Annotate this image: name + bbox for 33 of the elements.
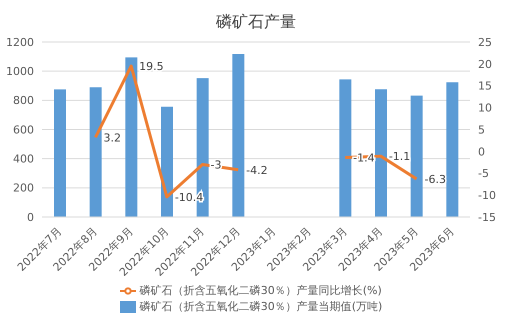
bar	[446, 82, 458, 217]
y-tick-label: 400	[13, 152, 34, 166]
bar	[54, 89, 66, 217]
y2-tick-label: 25	[478, 36, 492, 49]
y-tick-label: 1200	[6, 36, 34, 49]
y-tick-label: 200	[13, 182, 34, 195]
data-label: -1.1	[388, 150, 410, 164]
data-label: -4.2	[246, 164, 268, 177]
y2-tick-label: -10	[478, 189, 496, 202]
data-label: 3.2	[104, 131, 121, 144]
y2-tick-label: 15	[478, 80, 492, 93]
bar	[232, 54, 244, 217]
y2-tick-label: 10	[478, 102, 492, 115]
data-label: -6.3	[424, 172, 446, 186]
y2-tick-label: 5	[478, 123, 485, 136]
bar	[339, 79, 352, 217]
y-tick-label: 600	[13, 123, 34, 136]
y2-tick-label: 0	[478, 145, 485, 158]
y-tick-label: 0	[27, 210, 34, 224]
y2-tick-label: -5	[478, 167, 489, 180]
y-tick-label: 1000	[6, 65, 34, 78]
legend-label: 磷矿石（折含五氧化二磷30％）产量同比增长(%)	[140, 284, 382, 298]
chart-title: 磷矿石产量	[215, 12, 297, 33]
bar	[161, 106, 173, 217]
bar	[125, 57, 138, 217]
bar	[410, 96, 423, 217]
y-tick-label: 800	[13, 94, 34, 108]
y2-tick-label: 20	[478, 58, 492, 71]
bar	[375, 89, 387, 217]
bar	[90, 87, 102, 217]
legend-label: 磷矿石（折含五氧化二磷30％）产量当期值(万吨)	[140, 300, 382, 314]
data-label: 19.5	[139, 60, 164, 74]
y2-tick-label: -15	[478, 210, 496, 224]
